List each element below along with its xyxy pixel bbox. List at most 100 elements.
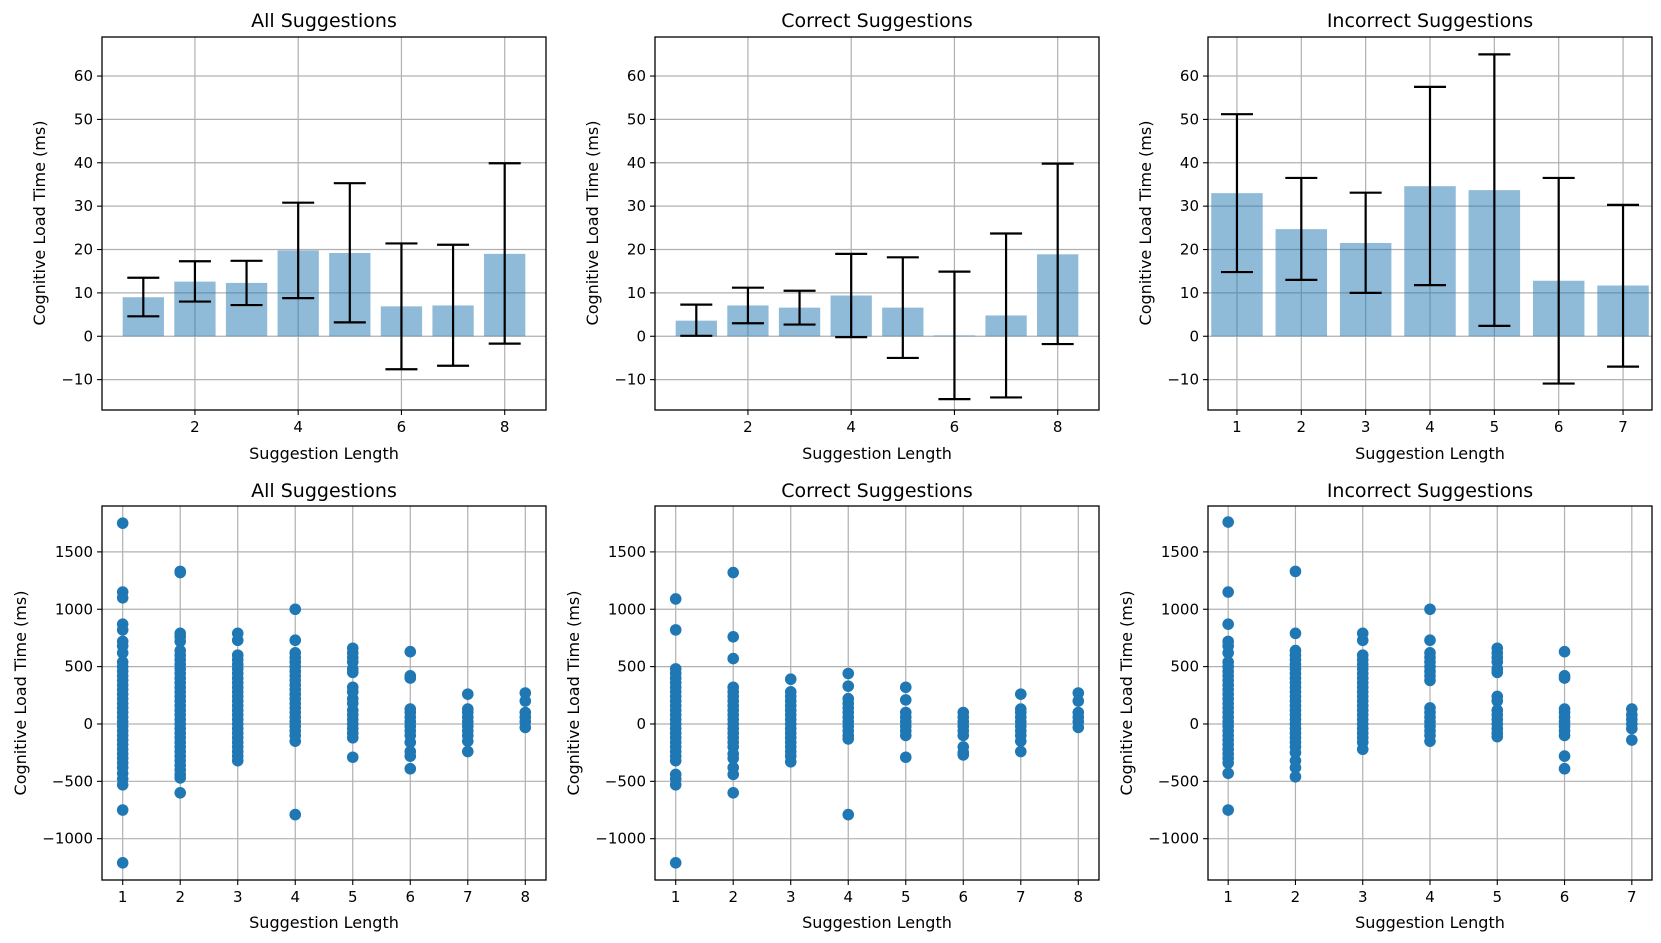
- y-tick-label: 30: [1180, 197, 1199, 215]
- scatter-point: [1289, 761, 1302, 774]
- x-tick-label: 3: [786, 888, 796, 906]
- y-tick-label: −500: [52, 772, 93, 790]
- panel-title: All Suggestions: [251, 480, 397, 502]
- scatter-point: [519, 695, 532, 707]
- axes-frame: [654, 36, 1100, 411]
- x-tick-label: 8: [1053, 418, 1063, 436]
- scatter-point: [1424, 603, 1436, 616]
- error-bar: [127, 276, 160, 318]
- y-tick-label: 0: [83, 327, 93, 345]
- x-tick-label: 1: [1232, 418, 1242, 436]
- y-tick-label: 0: [83, 715, 93, 733]
- panel-title: Correct Suggestions: [781, 480, 973, 502]
- scatter-point: [957, 729, 970, 742]
- scatter-point: [346, 751, 359, 764]
- scatter-point: [1222, 516, 1234, 528]
- scatter-point: [404, 645, 417, 658]
- scatter-point: [1558, 672, 1571, 684]
- scatter-point: [116, 517, 129, 530]
- x-tick-label: 7: [1618, 418, 1628, 436]
- scatter-point: [1424, 674, 1436, 687]
- scatter-point: [1491, 730, 1504, 743]
- scatter-point: [1289, 627, 1302, 640]
- scatter-point: [1072, 721, 1085, 734]
- scatter-point: [1491, 695, 1504, 707]
- y-axis-label: Cognitive Load Time (ms): [30, 121, 49, 326]
- error-bar: [230, 259, 263, 307]
- scatter-point: [289, 634, 302, 647]
- x-tick-label: 4: [1425, 888, 1435, 906]
- scatter-point: [519, 721, 532, 734]
- ticks: 2 4 6 8 −10 0 10 20 30 40 50 60: [61, 67, 509, 436]
- y-tick-label: 40: [74, 154, 93, 172]
- scatter-point: [461, 735, 474, 747]
- scatter-point: [669, 593, 682, 605]
- y-tick-label: 1000: [608, 600, 646, 618]
- panel-scatter-all: All Suggestions Suggestion Length Cognit…: [11, 480, 547, 932]
- x-axis-label: Suggestion Length: [1355, 444, 1505, 463]
- y-tick-label: 10: [74, 284, 93, 302]
- error-bar: [178, 260, 211, 303]
- y-tick-label: 10: [627, 284, 646, 302]
- x-tick-label: 6: [405, 888, 415, 906]
- axes-frame: [654, 505, 1100, 881]
- y-tick-label: 50: [1180, 110, 1199, 128]
- error-bar: [1542, 176, 1575, 385]
- scatter-point: [1424, 634, 1436, 647]
- scatter-point: [289, 603, 302, 616]
- scatter-point: [116, 624, 129, 636]
- scatter-point: [174, 566, 187, 579]
- scatter-point: [957, 749, 970, 761]
- x-tick-label: 7: [463, 888, 473, 906]
- scatter-point: [1356, 634, 1369, 647]
- y-tick-label: 50: [74, 110, 93, 128]
- gridlines: [655, 506, 1099, 880]
- error-bar: [1285, 176, 1318, 281]
- error-bar: [1478, 53, 1511, 327]
- x-tick-label: 4: [290, 888, 300, 906]
- x-tick-label: 5: [901, 888, 911, 906]
- gridlines: [102, 506, 546, 880]
- scatter-point: [116, 778, 129, 791]
- y-tick-label: 40: [627, 154, 646, 172]
- scatter-point: [899, 729, 912, 742]
- scatter-point: [1222, 767, 1234, 780]
- scatter-point: [1014, 688, 1027, 700]
- y-tick-label: 1500: [55, 543, 93, 561]
- error-bar: [1220, 113, 1253, 274]
- error-bar: [886, 256, 919, 360]
- error-bar: [731, 286, 764, 325]
- scatter-point: [404, 762, 417, 775]
- scatter-point: [727, 787, 740, 799]
- panel-title: Correct Suggestions: [781, 10, 973, 32]
- x-tick-label: 2: [190, 418, 200, 436]
- y-tick-label: 0: [636, 327, 646, 345]
- scatter-point: [1491, 666, 1504, 679]
- y-tick-label: −10: [61, 371, 93, 389]
- y-tick-label: 1500: [608, 543, 646, 561]
- scatter-point: [1289, 565, 1302, 578]
- x-tick-label: 6: [397, 418, 407, 436]
- scatter-point: [461, 745, 474, 758]
- scatter-point: [1626, 734, 1638, 746]
- x-axis-label: Suggestion Length: [802, 444, 952, 463]
- scatter-point: [1558, 645, 1571, 658]
- ticks: 2 4 6 8 −10 0 10 20 30 40 50 60: [614, 67, 1062, 436]
- x-tick-label: 6: [1560, 888, 1570, 906]
- scatter-point: [1222, 647, 1234, 659]
- error-bar: [385, 242, 418, 371]
- scatter-point: [289, 735, 302, 747]
- ticks: 1 2 3 4 5 6 7 −10 0 10 20 30 40 50 60: [1167, 67, 1627, 436]
- scatter-point: [404, 750, 417, 762]
- y-axis-label: Cognitive Load Time (ms): [583, 121, 602, 326]
- y-tick-label: 60: [627, 67, 646, 85]
- error-bar: [1041, 162, 1074, 346]
- x-tick-label: 8: [500, 418, 510, 436]
- y-tick-label: 40: [1180, 154, 1199, 172]
- x-tick-label: 7: [1627, 888, 1637, 906]
- x-tick-label: 1: [671, 888, 681, 906]
- scatter-point: [231, 754, 244, 767]
- y-tick-label: −1000: [42, 830, 93, 848]
- scatter-point: [1014, 735, 1027, 747]
